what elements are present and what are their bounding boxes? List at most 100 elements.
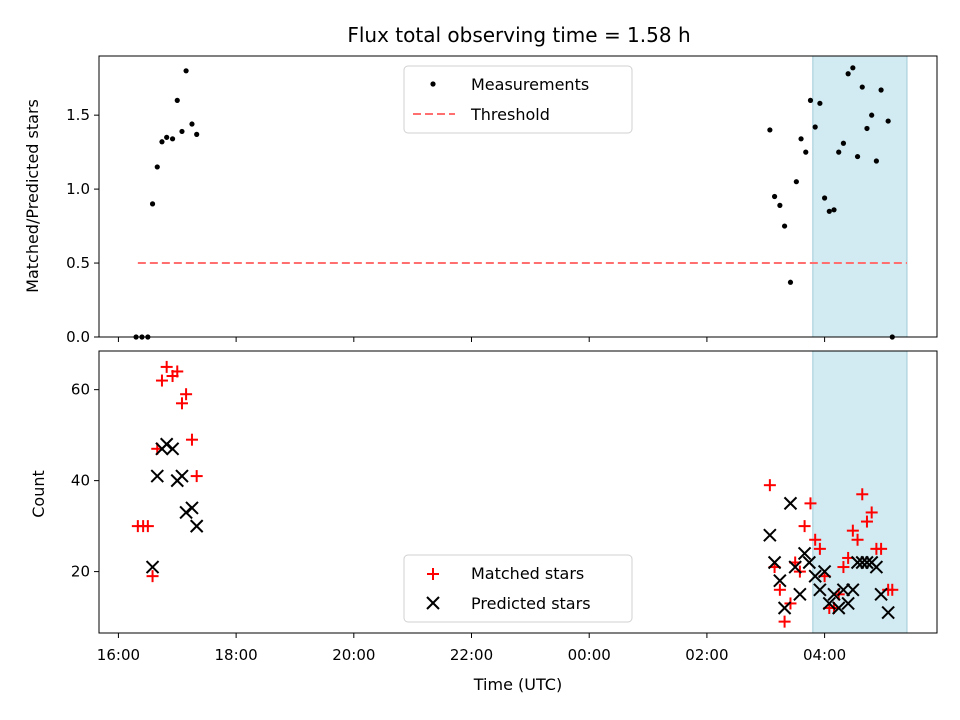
measurement-point	[787, 279, 794, 285]
x-tick-label: 18:00	[214, 646, 257, 664]
predicted-star-point	[850, 555, 865, 570]
measurement-point	[854, 153, 861, 160]
matched-star-point	[860, 515, 873, 528]
x-tick-label: 16:00	[97, 646, 140, 664]
matched-star-point	[851, 533, 864, 546]
bottom-axes-frame	[98, 350, 938, 634]
measurement-point	[793, 179, 799, 185]
predicted-star-point	[793, 587, 807, 602]
matched-star-point	[778, 615, 791, 628]
predicted-star-point	[808, 569, 822, 583]
x-tick-label: 02:00	[685, 646, 728, 664]
measurement-point	[159, 139, 165, 145]
legend-measurements-label: Measurements	[471, 75, 589, 94]
measurement-point	[777, 202, 783, 208]
matched-star-point	[160, 360, 173, 373]
measurement-point	[812, 124, 818, 130]
measurement-point	[183, 68, 189, 74]
predicted-star-point	[773, 573, 787, 588]
measurement-point	[169, 136, 176, 142]
matched-star-point	[809, 533, 822, 546]
ratio-panel: 0.0 0.5 1.0 1.5 Matched/Predicted stars Mea…	[23, 55, 938, 346]
matched-star-point	[190, 470, 203, 483]
top-y-axis-label: Matched/Predicted stars	[23, 99, 42, 293]
measurement-point	[859, 84, 865, 90]
measurement-point	[807, 97, 814, 103]
predicted-star-point	[802, 555, 817, 570]
legend-measurements-marker	[430, 81, 436, 87]
matched-star-point	[798, 520, 811, 533]
measurement-point	[864, 125, 870, 132]
x-tick-label: 04:00	[803, 646, 846, 664]
measurement-point	[878, 87, 884, 93]
matched-star-point	[146, 570, 159, 583]
x-tick-label: 00:00	[568, 646, 611, 664]
x-axis-label: Time (UTC)	[473, 675, 562, 694]
predicted-star-point	[827, 587, 841, 602]
matched-star-point	[180, 388, 193, 401]
count-panel: 20 40 60 16:00 18:00 20:00 22:00 00:00 02:00 04:…	[29, 350, 938, 694]
matched-star-point	[875, 542, 888, 555]
bottom-y-ticks: 20 40 60	[71, 381, 99, 581]
measurement-point	[831, 207, 837, 213]
measurement-point	[179, 128, 185, 135]
bottom-y-axis-label: Count	[29, 470, 48, 518]
legend-threshold-label: Threshold	[470, 105, 550, 124]
measurement-point	[798, 136, 804, 142]
y-tick-label: 60	[71, 381, 90, 399]
predicted-star-point	[881, 605, 895, 620]
predicted-star-point	[185, 501, 199, 515]
predicted-star-point	[165, 442, 180, 456]
chart-title: Flux total observing time = 1.58 h	[347, 23, 690, 47]
matched-star-point	[886, 583, 899, 596]
measurement-point	[154, 164, 160, 170]
matched-star-point	[813, 542, 826, 555]
predicted-star-point	[175, 469, 189, 483]
predicted-star-point	[150, 469, 164, 483]
predicted-star-point	[841, 596, 855, 611]
measurement-point	[836, 149, 842, 155]
matched-star-point	[846, 524, 859, 537]
predicted-star-point	[777, 601, 792, 615]
measurement-point	[781, 223, 788, 229]
highlight-span-rect	[812, 56, 907, 337]
measurement-point	[803, 149, 809, 155]
measurement-point	[869, 112, 875, 118]
predicted-star-point	[855, 555, 869, 570]
predicted-star-point	[846, 583, 860, 597]
measurement-point	[845, 71, 851, 77]
matched-star-point	[141, 520, 154, 533]
legend-predicted-label: Predicted stars	[471, 594, 591, 613]
predicted-star-point	[874, 587, 888, 602]
matched-star-point	[175, 397, 188, 410]
legend-predicted-marker	[426, 596, 440, 610]
y-tick-label: 40	[71, 472, 90, 490]
y-tick-label: 0.0	[66, 328, 90, 346]
y-tick-label: 1.5	[66, 106, 90, 124]
predicted-star-point	[869, 560, 884, 574]
top-y-ticks: 0.0 0.5 1.0 1.5	[66, 106, 99, 346]
predicted-star-point	[813, 583, 827, 597]
measurement-point	[194, 131, 200, 137]
x-tick-label: 22:00	[450, 646, 493, 664]
matched-star-point	[155, 374, 168, 387]
matched-star-point	[185, 433, 198, 446]
predicted-star-point	[832, 601, 846, 615]
y-tick-label: 20	[71, 563, 90, 581]
predicted-star-point	[783, 496, 798, 511]
predicted-star-point	[145, 560, 160, 574]
matched-star-point	[763, 479, 776, 492]
predicted-star-point	[189, 519, 204, 533]
measurement-point	[771, 193, 778, 200]
top-legend: Measurements Threshold	[403, 65, 633, 134]
matched-star-point	[856, 488, 869, 501]
bottom-legend: Matched stars Predicted stars	[403, 554, 633, 623]
measurement-point	[873, 158, 879, 164]
predicted-star-point	[860, 555, 874, 570]
legend-matched-label: Matched stars	[471, 564, 584, 583]
predicted-star-point	[767, 555, 782, 570]
predicted-star-point	[822, 596, 837, 611]
matched-star-point	[773, 583, 786, 596]
measurement-point	[164, 134, 170, 140]
